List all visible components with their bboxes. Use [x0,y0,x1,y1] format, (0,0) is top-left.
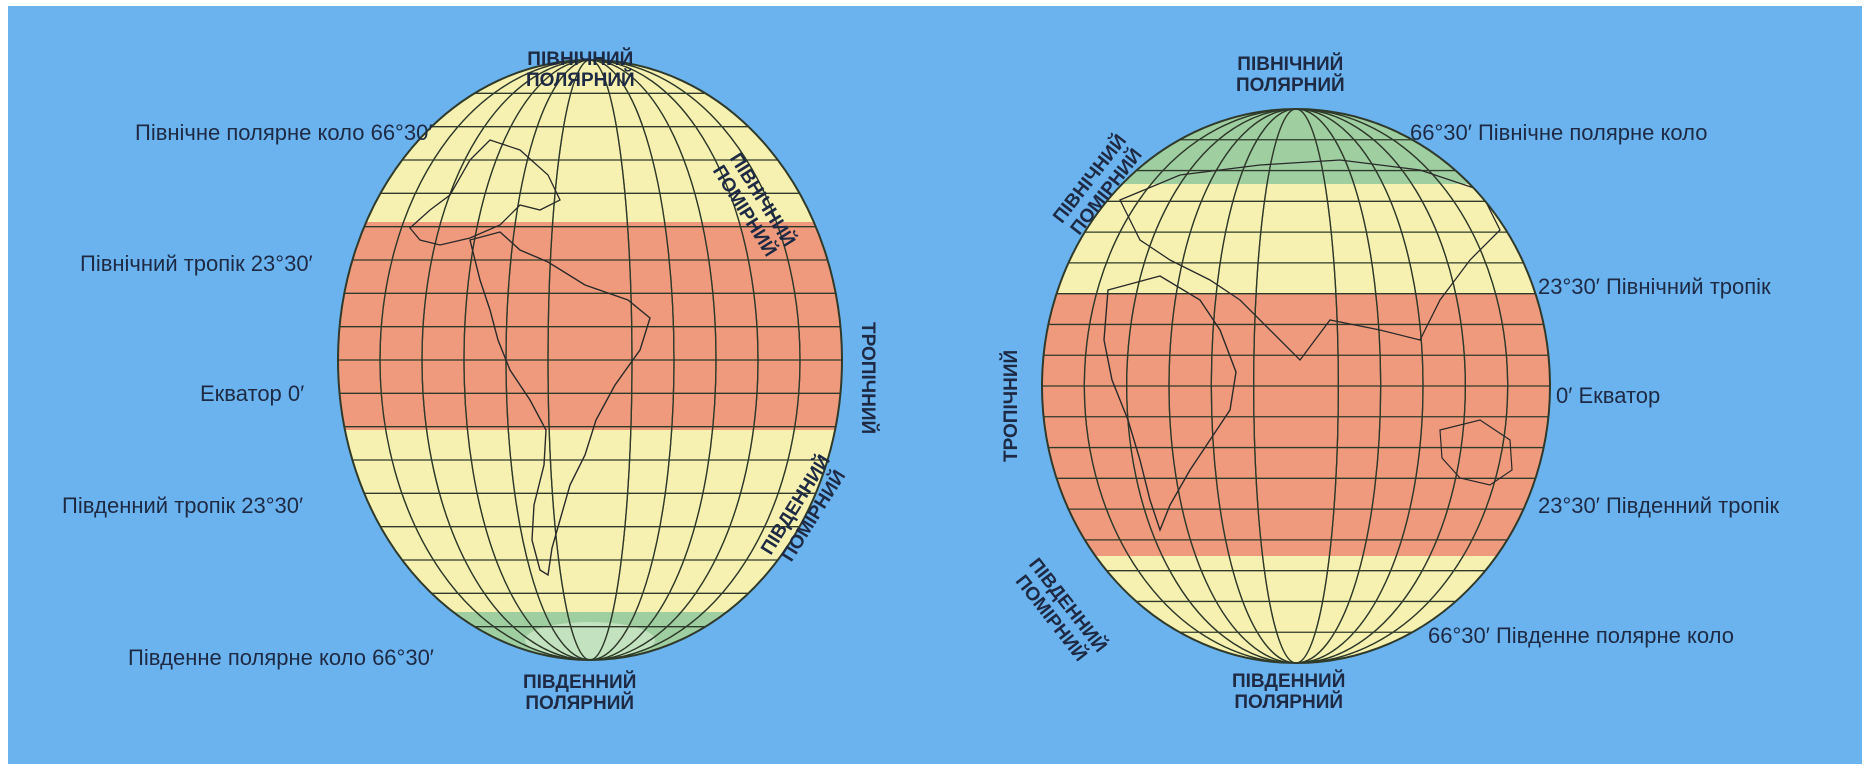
left-globe [337,59,843,661]
left-continent-north-america [409,139,561,246]
left-south-tropic-label: Південний тропік 23°30′ [62,493,304,518]
right-south-polar-circle-label: 66°30′ Південне полярне коло [1428,623,1734,648]
right-continent-africa [1103,275,1237,533]
left-antarctica-cap [525,622,655,658]
right-north-tropic-label: 23°30′ Північний тропік [1538,274,1771,299]
left-zone-south-polar: ПІВДЕННИЙ ПОЛЯРНИЙ [523,672,637,714]
left-north-tropic-label: Північний тропік 23°30′ [80,251,313,276]
right-zone-north-polar: ПІВНІЧНИЙ ПОЛЯРНИЙ [1236,54,1345,96]
left-equator-label: Екватор 0′ [200,381,305,406]
right-continent-eurasia [1119,159,1501,361]
right-tropical-band [1042,294,1550,556]
left-zone-tropical: ТРОПІЧНИЙ [857,322,878,435]
right-graticule [1042,109,1550,663]
left-tropical-band [338,222,842,430]
right-north-polar-circle-label: 66°30′ Північне полярне коло [1410,120,1708,145]
right-equator-label: 0′ Екватор [1556,383,1661,408]
left-zone-north-polar: ПІВНІЧНИЙ ПОЛЯРНИЙ [526,49,635,91]
left-north-polar-circle-label: Північне полярне коло 66°30′ [135,120,433,145]
left-south-polar-circle-label: Південне полярне коло 66°30′ [128,645,434,670]
ocean-background [8,6,1862,764]
right-continent-australia [1439,419,1513,486]
right-globe [1041,108,1551,664]
right-south-tropic-label: 23°30′ Південний тропік [1538,493,1780,518]
right-zone-south-polar: ПІВДЕННИЙ ПОЛЯРНИЙ [1232,671,1346,713]
left-continent-south-america [469,231,651,577]
right-zone-tropical: ТРОПІЧНИЙ [1001,349,1022,462]
